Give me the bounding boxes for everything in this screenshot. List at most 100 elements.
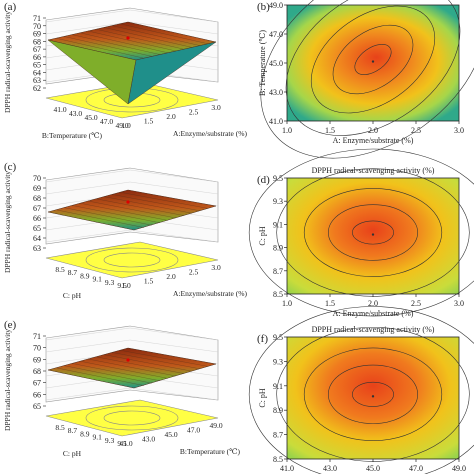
floor-plane bbox=[45, 399, 219, 437]
x-tick-label: 41.0 bbox=[119, 439, 132, 448]
x-tick-label: 1.0 bbox=[282, 126, 292, 135]
mesh-line bbox=[79, 361, 169, 379]
mesh-line bbox=[79, 32, 169, 53]
surface-mesh bbox=[55, 23, 209, 59]
z-tick-label: 63 bbox=[33, 244, 41, 253]
grid-line bbox=[129, 21, 219, 35]
surface-panel-e: (e) 71 70 69 68 67 66 65 DPPH radical-scavenging… bbox=[3, 319, 241, 458]
panel-label: (c) bbox=[4, 161, 17, 173]
contour-field bbox=[286, 4, 460, 122]
grid-line bbox=[45, 387, 131, 401]
floor-contour bbox=[85, 247, 179, 273]
x-tick-label: 49.0 bbox=[452, 464, 466, 473]
y-tick-label: 8.7 bbox=[273, 431, 283, 440]
z-tick-label: 63 bbox=[33, 76, 41, 85]
y-tick-label: 9.3 bbox=[105, 278, 115, 287]
y-tick-label: 9.1 bbox=[273, 220, 283, 229]
z-tick-label: 65 bbox=[33, 61, 41, 70]
x-tick-label: 45.0 bbox=[164, 430, 177, 439]
center-point bbox=[371, 233, 375, 236]
mesh-line bbox=[55, 209, 145, 228]
z-tick-label: 64 bbox=[33, 68, 41, 77]
design-point bbox=[126, 36, 130, 40]
grid-line bbox=[45, 9, 131, 23]
x-tick-label: 47.0 bbox=[187, 426, 200, 435]
x-tick-label: 3.0 bbox=[454, 299, 464, 308]
z-tick-label: 71 bbox=[33, 14, 41, 23]
floor-contour bbox=[103, 252, 161, 268]
floor-contour bbox=[103, 410, 161, 426]
grid-line bbox=[45, 181, 131, 195]
x-tick-label: 3.0 bbox=[211, 103, 221, 112]
x-tick-label: 1.0 bbox=[121, 121, 131, 130]
y-tick-label: 8.7 bbox=[68, 268, 78, 277]
center-point bbox=[371, 60, 375, 63]
x-tick-label: 3.0 bbox=[211, 263, 221, 272]
y-axis-label: C: pH bbox=[258, 388, 267, 408]
y-tick-label: 8.9 bbox=[273, 244, 283, 253]
contour-line bbox=[303, 188, 443, 277]
x-tick-label: 2.5 bbox=[411, 126, 421, 135]
contour-line bbox=[354, 44, 392, 76]
x-tick-label: 2.5 bbox=[411, 299, 421, 308]
panel-label: (e) bbox=[4, 319, 17, 331]
mesh-line bbox=[103, 196, 193, 214]
z-tick-label: 67 bbox=[33, 379, 41, 388]
y-tick-label: 41.0 bbox=[53, 105, 66, 114]
x-tick-label: 1.5 bbox=[144, 117, 154, 126]
x-tick-label: 2.5 bbox=[189, 268, 199, 277]
x-tick-label: 1.0 bbox=[121, 281, 131, 290]
grid-line bbox=[45, 327, 131, 341]
x-tick-label: 2.0 bbox=[166, 112, 176, 121]
z-tick-label: 66 bbox=[33, 53, 41, 62]
grid-line bbox=[129, 327, 219, 341]
grid-line bbox=[45, 339, 131, 353]
contour-line bbox=[310, 5, 436, 114]
mesh-line bbox=[71, 205, 161, 223]
y-tick-label: 8.7 bbox=[273, 267, 283, 276]
y-axis-label: B: Temperature (℃) bbox=[258, 30, 267, 96]
x-tick-label: 1.5 bbox=[144, 277, 154, 286]
z-tick-label: 68 bbox=[33, 194, 41, 203]
mesh-line bbox=[63, 207, 153, 226]
y-tick-label: 9.3 bbox=[273, 197, 283, 206]
grid-line bbox=[129, 229, 219, 243]
z-tick-label: 67 bbox=[33, 45, 41, 54]
z-tick-label: 69 bbox=[33, 355, 41, 364]
mesh-line bbox=[111, 352, 201, 369]
contour-line bbox=[260, 0, 474, 159]
mesh-line bbox=[87, 200, 177, 219]
z-tick-label: 66 bbox=[33, 390, 41, 399]
grid-line bbox=[129, 339, 219, 353]
y-tick-label: 9.1 bbox=[93, 275, 103, 284]
contour-line bbox=[332, 24, 414, 95]
grid-line bbox=[45, 229, 131, 243]
contour-field bbox=[286, 336, 460, 460]
mesh-line bbox=[71, 363, 161, 381]
y-tick-label: 8.5 bbox=[55, 423, 65, 432]
grid-line bbox=[129, 387, 219, 401]
mesh-line bbox=[87, 358, 177, 377]
mesh-line bbox=[55, 367, 145, 386]
contour-line bbox=[285, 0, 461, 136]
mesh-line bbox=[63, 36, 153, 57]
mesh-line bbox=[87, 30, 177, 52]
y-tick-label: 8.5 bbox=[273, 455, 283, 464]
surface-mesh bbox=[55, 192, 209, 228]
mesh-line bbox=[79, 203, 169, 221]
mesh-line bbox=[55, 38, 145, 59]
z-tick-label: 69 bbox=[33, 30, 41, 39]
center-point bbox=[371, 395, 375, 398]
mesh-line bbox=[103, 27, 193, 48]
y-tick-label: 9.5 bbox=[117, 281, 127, 290]
y-tick-label: 45.0 bbox=[84, 113, 97, 122]
x-tick-label: 2.0 bbox=[166, 272, 176, 281]
grid-line bbox=[129, 9, 219, 23]
z-tick-label: 62 bbox=[33, 84, 41, 93]
x-tick-label: 43.0 bbox=[323, 464, 337, 473]
panel-label: (b) bbox=[257, 1, 270, 13]
x-axis-label: B:Temperature (℃) bbox=[180, 447, 241, 456]
panel-label: (a) bbox=[4, 1, 17, 13]
z-axis-label: DPPH radical-scavenging activity bbox=[3, 171, 12, 273]
